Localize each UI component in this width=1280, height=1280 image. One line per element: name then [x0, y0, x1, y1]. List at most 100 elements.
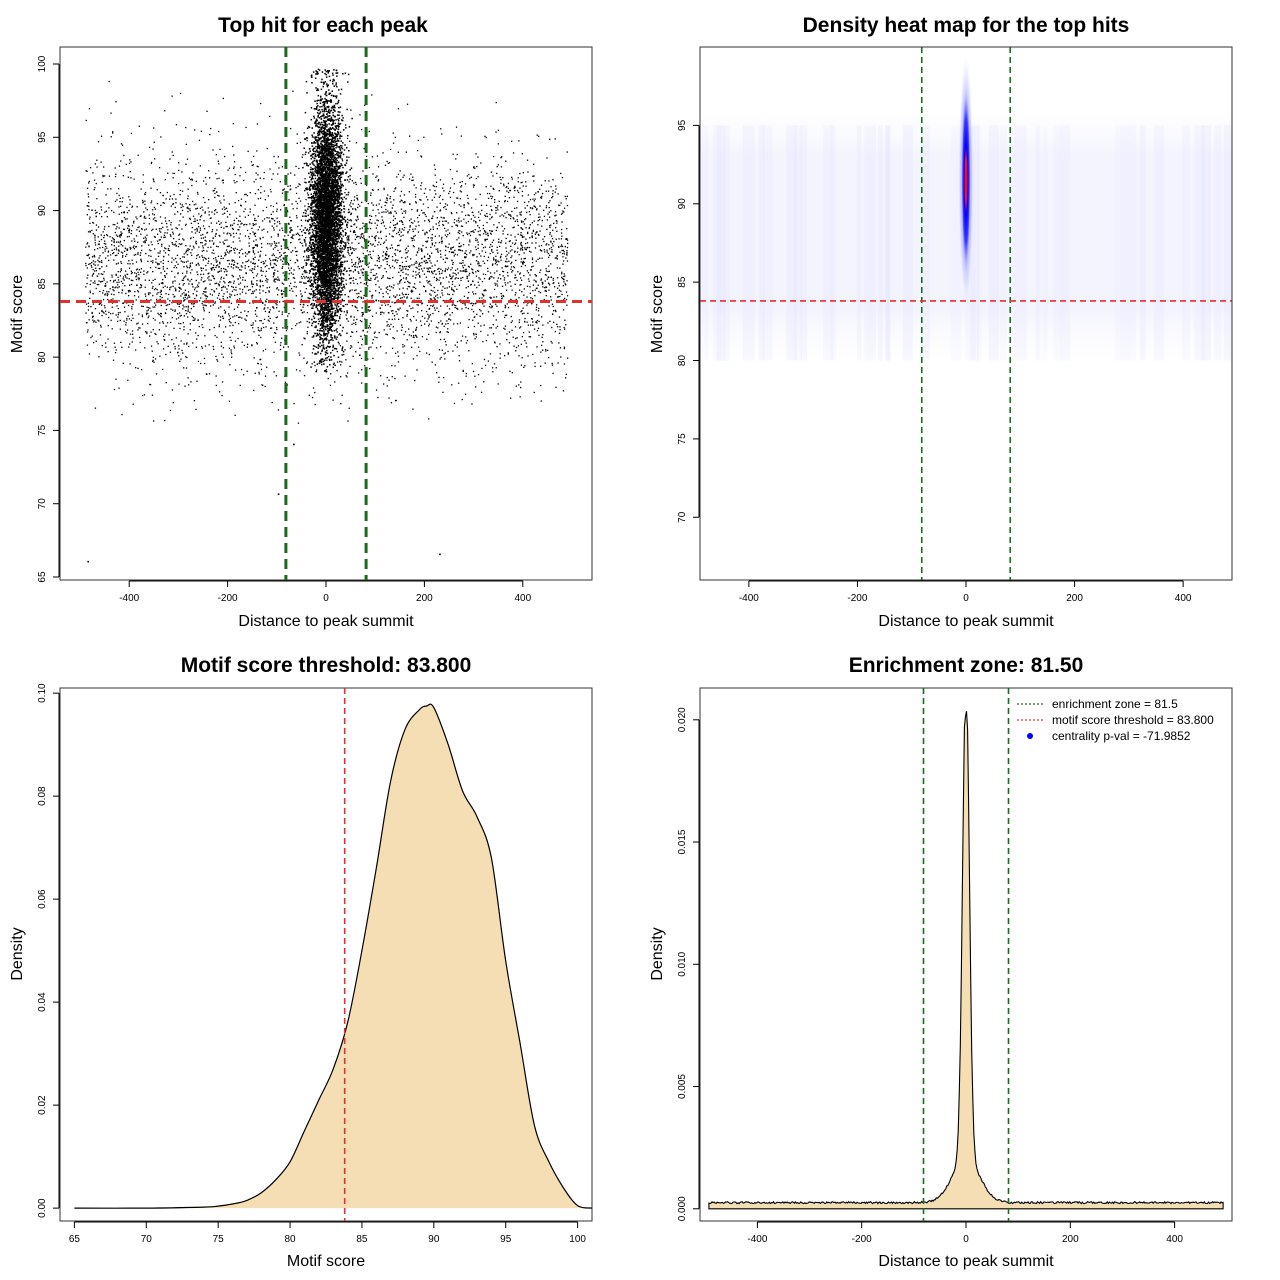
scatter-point: [157, 267, 159, 270]
scatter-point: [563, 207, 566, 209]
scatter-point: [260, 261, 262, 263]
scatter-point: [272, 211, 274, 213]
scatter-point: [99, 290, 101, 293]
scatter-point: [95, 229, 98, 231]
scatter-point: [245, 201, 247, 203]
scatter-point: [242, 288, 244, 291]
scatter-point: [477, 230, 479, 233]
scatter-point: [129, 284, 131, 286]
scatter-point: [548, 270, 550, 272]
scatter-point: [133, 222, 135, 224]
scatter-point: [189, 209, 191, 212]
scatter-point: [284, 381, 287, 383]
scatter-point: [375, 273, 378, 275]
scatter-point: [260, 329, 262, 331]
scatter-point: [514, 220, 516, 222]
scatter-point: [118, 235, 121, 237]
scatter-point: [336, 361, 339, 363]
scatter-point: [348, 267, 350, 269]
scatter-point: [223, 206, 225, 208]
scatter-point: [126, 319, 128, 321]
scatter-point: [337, 199, 340, 201]
scatter-point: [445, 268, 447, 270]
scatter-point: [495, 207, 497, 209]
scatter-point: [412, 307, 414, 309]
scatter-point: [491, 230, 493, 232]
scatter-point: [172, 172, 174, 174]
scatter-point: [367, 274, 369, 277]
scatter-point: [219, 200, 221, 202]
scatter-point: [197, 286, 200, 288]
scatter-point: [400, 208, 403, 210]
scatter-point: [400, 235, 402, 237]
scatter-point: [367, 266, 370, 268]
scatter-point: [451, 178, 454, 180]
scatter-point: [456, 288, 458, 290]
scatter-point: [494, 199, 496, 201]
scatter-point: [392, 236, 394, 238]
scatter-point: [486, 215, 489, 218]
scatter-point: [381, 311, 383, 313]
scatter-point: [361, 246, 363, 248]
scatter-point: [235, 289, 237, 291]
scatter-point: [251, 282, 253, 284]
scatter-point: [436, 294, 438, 296]
scatter-point: [262, 322, 264, 325]
scatter-point: [541, 192, 544, 195]
scatter-point: [551, 238, 554, 240]
scatter-point: [519, 234, 522, 236]
scatter-point: [230, 339, 232, 341]
scatter-point: [196, 286, 198, 288]
scatter-point: [209, 133, 211, 136]
scatter-point: [304, 205, 306, 207]
scatter-point: [378, 241, 380, 243]
scatter-point: [204, 211, 206, 213]
scatter-point: [400, 179, 402, 181]
scatter-point: [398, 271, 400, 273]
scatter-point: [121, 212, 123, 214]
scatter-point: [450, 248, 452, 250]
scatter-point: [532, 321, 534, 323]
scatter-point: [299, 303, 302, 306]
scatter-point: [376, 337, 378, 339]
scatter-point: [98, 356, 100, 358]
scatter-point: [464, 257, 466, 259]
scatter-point: [166, 191, 168, 194]
scatter-point: [312, 223, 314, 226]
scatter-point: [507, 182, 510, 185]
scatter-point: [223, 277, 225, 279]
scatter-point: [367, 263, 369, 266]
scatter-point: [387, 258, 389, 260]
scatter-point: [144, 279, 146, 281]
scatter-point: [441, 322, 444, 324]
scatter-point: [509, 217, 512, 220]
scatter-point: [116, 235, 119, 237]
scatter-point: [154, 302, 156, 304]
scatter-point: [535, 306, 538, 308]
scatter-point: [533, 194, 536, 196]
scatter-point: [368, 310, 370, 312]
scatter-point: [434, 174, 436, 176]
scatter-point: [521, 262, 524, 264]
scatter-point: [405, 293, 407, 296]
scatter-point: [397, 108, 400, 110]
scatter-point: [385, 211, 387, 213]
scatter-point: [455, 224, 457, 226]
scatter-point: [432, 184, 434, 187]
scatter-point: [355, 209, 357, 211]
scatter-point: [353, 248, 355, 250]
scatter-point: [324, 320, 326, 322]
scatter-point: [470, 207, 473, 209]
scatter-point: [377, 166, 380, 168]
scatter-point: [525, 242, 527, 245]
scatter-point: [459, 230, 461, 232]
scatter-point: [415, 201, 417, 203]
scatter-point: [517, 271, 519, 273]
scatter-point: [566, 254, 568, 256]
scatter-point: [90, 280, 92, 282]
scatter-point: [260, 363, 262, 365]
scatter-point: [299, 228, 301, 231]
scatter-point: [351, 259, 353, 261]
scatter-point: [302, 282, 305, 284]
scatter-point: [565, 324, 567, 326]
